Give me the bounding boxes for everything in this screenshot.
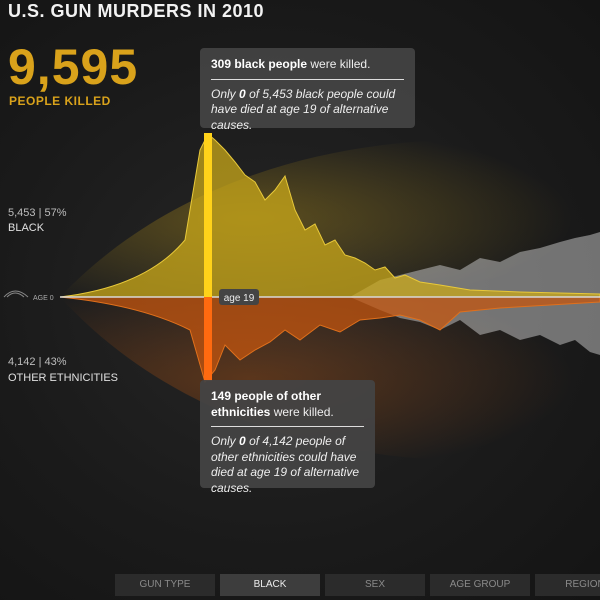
- note-part: 0: [239, 86, 246, 101]
- tooltip: 149 people of other ethnicities were kil…: [200, 380, 375, 495]
- note-part: 0: [239, 434, 246, 449]
- age-marker-label: age 19: [224, 293, 255, 304]
- tab[interactable]: GUN TYPE: [115, 574, 215, 596]
- age-highlight-upper: [204, 133, 212, 297]
- group-stats: 5,453 | 57%: [8, 207, 67, 219]
- tooltip-rest: were killed.: [273, 404, 334, 419]
- tooltip: 309 black people were killed. Only 0 of …: [200, 48, 415, 132]
- tab[interactable]: AGE GROUP: [430, 574, 530, 596]
- total-label: PEOPLE KILLED: [9, 94, 111, 108]
- age-marker-box: [219, 289, 259, 305]
- group-stats: 4,142 | 43%: [8, 356, 67, 368]
- tooltip-headline: 149 people of other ethnicities were kil…: [211, 389, 364, 428]
- group-label: BLACK: [8, 222, 45, 234]
- tooltip-bold: 149 people of other ethnicities: [211, 389, 322, 419]
- tab-active[interactable]: BLACK: [220, 574, 320, 596]
- age-highlight-lower: [204, 297, 212, 381]
- note-part: of 4,142 people of other ethnicities cou…: [211, 434, 360, 495]
- title: U.S. GUN MURDERS IN 2010: [8, 1, 265, 21]
- note-part: Only: [211, 86, 236, 101]
- tooltip-note: Only 0 of 5,453 black people could have …: [211, 87, 404, 134]
- tooltip-bold: 309 black people: [211, 57, 308, 71]
- group-label: OTHER ETHNICITIES: [8, 372, 119, 384]
- age-icon: [3, 290, 29, 298]
- total-value: 9,595: [8, 39, 139, 95]
- black-area: [59, 133, 600, 298]
- tooltip-headline: 309 black people were killed.: [211, 57, 404, 80]
- other-area: [59, 296, 600, 384]
- note-part: Only: [211, 434, 236, 449]
- tooltip-note: Only 0 of 4,142 people of other ethnicit…: [211, 434, 364, 496]
- tooltip-rest: were killed.: [310, 57, 371, 71]
- axis-start-label: AGE 0: [33, 295, 54, 302]
- note-part: of 5,453 black people could have died at…: [211, 86, 396, 132]
- tab[interactable]: REGION: [535, 574, 600, 596]
- tab[interactable]: SEX: [325, 574, 425, 596]
